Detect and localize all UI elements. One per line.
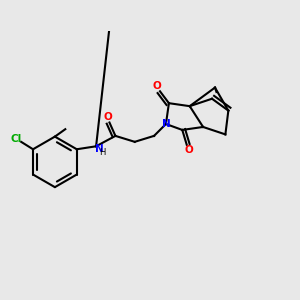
Text: N: N (95, 144, 104, 154)
Text: N: N (162, 119, 170, 129)
Text: O: O (103, 112, 112, 122)
Text: H: H (99, 148, 106, 157)
Text: Cl: Cl (10, 134, 21, 144)
Text: O: O (153, 81, 161, 91)
Text: O: O (185, 145, 194, 155)
